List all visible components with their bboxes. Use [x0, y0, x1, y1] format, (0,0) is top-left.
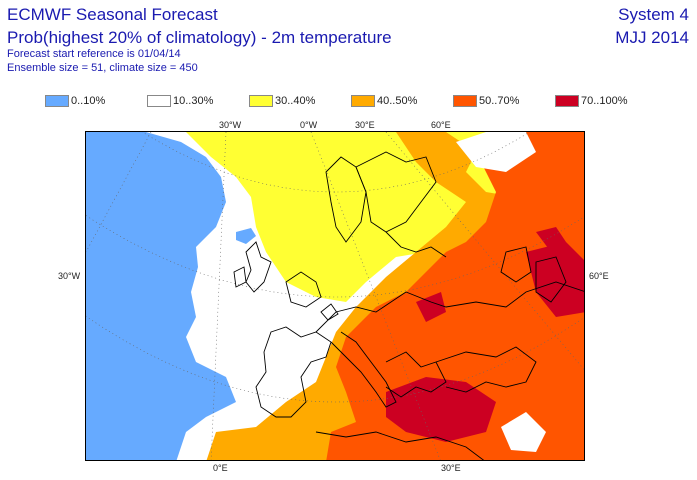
- legend-label: 10..30%: [173, 95, 214, 107]
- grid-label-right-60e: 60°E: [589, 271, 609, 281]
- region-0-10-atlantic: [86, 132, 236, 460]
- forecast-map: [85, 131, 585, 461]
- region-50-70-main: [326, 132, 584, 460]
- graticule-line: [86, 132, 152, 253]
- grid-label-top-60e: 60°E: [431, 120, 451, 130]
- legend-swatch: [45, 95, 69, 107]
- legend-swatch: [351, 95, 375, 107]
- grid-label-top-30w: 30°W: [219, 120, 242, 130]
- legend-item-70-100: 70..100%: [555, 94, 627, 108]
- legend: 0..10% 10..30% 30..40% 40..50% 50..70% 7…: [0, 94, 697, 108]
- probability-field: [86, 132, 584, 460]
- region-0-10-small: [236, 228, 256, 244]
- legend-item-50-70: 50..70%: [453, 94, 519, 108]
- region-10-30-southeast: [501, 412, 546, 452]
- grid-label-bottom-30e: 30°E: [441, 463, 461, 473]
- graticule-line: [86, 215, 584, 298]
- grid-label-top-0w: 0°W: [300, 120, 318, 130]
- legend-label: 30..40%: [275, 95, 316, 107]
- legend-swatch: [555, 95, 579, 107]
- ensemble-size: Ensemble size = 51, climate size = 450: [7, 62, 198, 74]
- legend-swatch: [453, 95, 477, 107]
- legend-label: 40..50%: [377, 95, 418, 107]
- coastlines: [233, 151, 584, 460]
- legend-item-40-50: 40..50%: [351, 94, 417, 108]
- grid-label-top-30e: 30°E: [355, 120, 375, 130]
- region-70-100-caspian: [536, 227, 566, 252]
- legend-label: 50..70%: [479, 95, 520, 107]
- region-70-100-south: [386, 377, 496, 442]
- legend-item-30-40: 30..40%: [249, 94, 315, 108]
- legend-item-10-30: 10..30%: [147, 94, 213, 108]
- grid-label-bottom-0e: 0°E: [213, 463, 228, 473]
- region-70-100-central: [416, 292, 446, 322]
- graticule-line: [385, 132, 584, 371]
- legend-swatch: [249, 95, 273, 107]
- forecast-start-reference: Forecast start reference is 01/04/14: [7, 48, 181, 60]
- graticule-line: [86, 315, 584, 403]
- legend-swatch: [147, 95, 171, 107]
- region-10-30-northeast: [456, 132, 536, 172]
- legend-label: 70..100%: [581, 95, 628, 107]
- chart-title: ECMWF Seasonal Forecast: [7, 5, 218, 24]
- chart-subtitle: Prob(highest 20% of climatology) - 2m te…: [7, 28, 392, 47]
- legend-item-0-10: 0..10%: [45, 94, 105, 108]
- region-30-40-north: [186, 132, 584, 302]
- period-label: MJJ 2014: [615, 28, 689, 47]
- graticule-line: [141, 132, 531, 193]
- grid-label-left-30w: 30°W: [58, 271, 81, 281]
- legend-label: 0..10%: [71, 95, 106, 107]
- system-label: System 4: [618, 5, 689, 24]
